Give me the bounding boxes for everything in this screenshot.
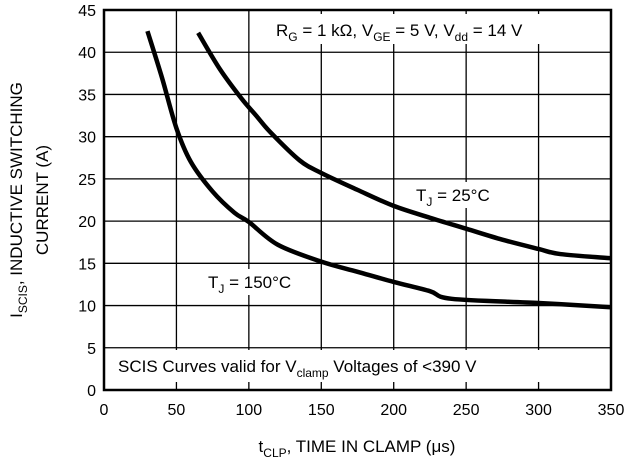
- curve-tj-25c: [196, 31, 612, 261]
- x-tick-label: 250: [453, 402, 480, 419]
- x-tick-label: 300: [525, 402, 552, 419]
- curve-tj-150c: [145, 30, 612, 310]
- curves: [145, 30, 612, 310]
- y-tick-label: 45: [78, 3, 96, 20]
- y-tick-label: 15: [78, 256, 96, 273]
- tick-labels: 0 50 100 150 200 250 300 350 0 5 10 15 20 25 30 35 40 45: [78, 3, 624, 419]
- y-tick-label: 5: [87, 341, 96, 358]
- note-box: [112, 350, 606, 382]
- grid: [104, 10, 611, 390]
- y-tick-label: 10: [78, 299, 96, 316]
- y-tick-label: 35: [78, 87, 96, 104]
- plot-frame: [102, 8, 613, 392]
- x-tick-label: 150: [308, 402, 335, 419]
- y-tick-label: 20: [78, 214, 96, 231]
- conditions-box: [268, 14, 605, 44]
- y-tick-label: 30: [78, 130, 96, 147]
- y-tick-label: 0: [87, 383, 96, 400]
- x-tick-label: 50: [168, 402, 186, 419]
- label-25c-box: [410, 182, 514, 208]
- y-tick-label: 40: [78, 45, 96, 62]
- validity-note: SCIS Curves valid for Vclamp Voltages of…: [118, 357, 477, 380]
- y-axis-title-line1: ISCIS, INDUCTIVE SWITCHING: [7, 82, 30, 318]
- x-tick-label: 100: [236, 402, 263, 419]
- y-tick-label: 25: [78, 172, 96, 189]
- x-axis-title: tCLP, TIME IN CLAMP (μs): [259, 437, 456, 460]
- x-tick-label: 0: [100, 402, 109, 419]
- series-label-150c: TJ = 150°C: [208, 273, 291, 296]
- conditions-label: RG = 1 kΩ, VGE = 5 V, Vdd = 14 V: [276, 21, 523, 44]
- x-tick-label: 200: [380, 402, 407, 419]
- y-axis-title-line2: CURRENT (A): [33, 145, 52, 255]
- series-label-25c: TJ = 25°C: [416, 186, 490, 209]
- label-150c-box: [202, 269, 320, 295]
- x-tick-label: 350: [598, 402, 625, 419]
